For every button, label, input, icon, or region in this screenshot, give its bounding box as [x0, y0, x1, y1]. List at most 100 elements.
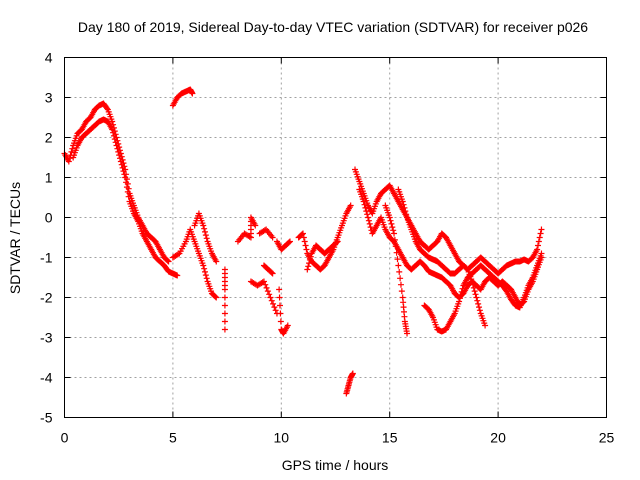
y-axis-label: SDTVAR / TECUs — [7, 182, 23, 294]
data-point — [463, 265, 470, 272]
data-point — [305, 263, 312, 270]
data-point — [392, 243, 399, 250]
x-tick-label: 0 — [61, 430, 69, 446]
series-track-2 — [70, 116, 181, 279]
data-point — [304, 266, 311, 273]
data-point — [266, 291, 273, 298]
plot-frame — [64, 57, 607, 418]
data-point — [268, 297, 275, 304]
data-point — [364, 211, 371, 218]
data-point — [276, 302, 283, 309]
data-point — [213, 294, 220, 301]
data-point — [303, 246, 310, 253]
y-tick-label: 2 — [45, 130, 53, 146]
data-point — [221, 294, 228, 301]
data-point — [386, 214, 393, 221]
data-point — [201, 228, 208, 235]
data-point — [475, 300, 482, 307]
data-point — [361, 201, 368, 208]
data-point — [201, 225, 208, 232]
data-point — [246, 233, 253, 240]
x-tick-label: 20 — [490, 430, 506, 446]
data-point — [277, 318, 284, 325]
x-tick-label: 10 — [274, 430, 290, 446]
data-point — [111, 136, 118, 143]
series-track-11 — [273, 238, 293, 253]
data-point — [203, 275, 210, 282]
data-point — [400, 201, 407, 208]
data-point — [393, 249, 400, 256]
data-point — [333, 239, 340, 246]
series-track-15 — [343, 370, 356, 397]
data-point — [114, 145, 121, 152]
data-point — [270, 300, 277, 307]
data-point — [276, 294, 283, 301]
y-tick-label: -1 — [40, 250, 53, 266]
data-point — [401, 204, 408, 211]
series-track-4 — [169, 226, 220, 301]
series-track-9 — [256, 226, 276, 241]
y-tick-label: 3 — [45, 90, 53, 106]
data-point — [103, 105, 110, 112]
data-point — [398, 288, 405, 295]
data-point — [201, 268, 208, 275]
data-point — [458, 288, 465, 295]
data-point — [471, 288, 478, 295]
data-point — [174, 272, 181, 279]
data-point — [221, 318, 228, 325]
data-point — [396, 268, 403, 275]
data-point — [263, 284, 270, 291]
x-axis-label: GPS time / hours — [282, 457, 389, 473]
data-point — [110, 129, 117, 136]
data-point — [349, 370, 356, 377]
data-point — [286, 239, 293, 246]
series-track-6 — [221, 266, 228, 333]
data-point — [476, 304, 483, 311]
data-point — [221, 286, 228, 293]
data-point — [118, 161, 125, 168]
data-point — [117, 158, 124, 165]
data-points — [61, 86, 545, 397]
data-point — [117, 155, 124, 162]
data-point — [365, 214, 372, 221]
data-point — [299, 231, 306, 238]
data-point — [469, 281, 476, 288]
data-point — [391, 230, 398, 237]
data-point — [397, 275, 404, 282]
data-point — [535, 238, 542, 245]
y-tick-label: -2 — [40, 290, 53, 306]
grid — [64, 57, 607, 418]
data-point — [66, 155, 73, 162]
data-point — [212, 293, 219, 300]
data-point — [269, 234, 276, 241]
data-point — [284, 322, 291, 329]
data-point — [202, 272, 209, 279]
data-point — [203, 235, 210, 242]
data-point — [474, 297, 481, 304]
data-point — [470, 284, 477, 291]
data-point — [390, 227, 397, 234]
data-point — [362, 204, 369, 211]
data-point — [252, 222, 259, 229]
data-point — [469, 278, 476, 285]
data-point — [459, 285, 466, 292]
data-point — [68, 148, 75, 155]
y-tick-label: -5 — [40, 410, 53, 426]
data-point — [387, 217, 394, 224]
x-tick-label: 25 — [599, 430, 615, 446]
series-track-19 — [395, 186, 489, 329]
data-point — [201, 265, 208, 272]
data-point — [302, 242, 309, 249]
data-point — [476, 307, 483, 314]
y-tick-label: 4 — [45, 50, 53, 66]
data-point — [121, 171, 128, 178]
data-point — [189, 90, 196, 97]
data-point — [300, 234, 307, 241]
data-point — [69, 145, 76, 152]
series-track-12 — [276, 286, 291, 337]
y-tick-label: 1 — [45, 170, 53, 186]
series-track-5 — [191, 210, 220, 265]
data-point — [110, 132, 117, 139]
axis-ticks — [64, 57, 607, 418]
data-point — [388, 220, 395, 227]
